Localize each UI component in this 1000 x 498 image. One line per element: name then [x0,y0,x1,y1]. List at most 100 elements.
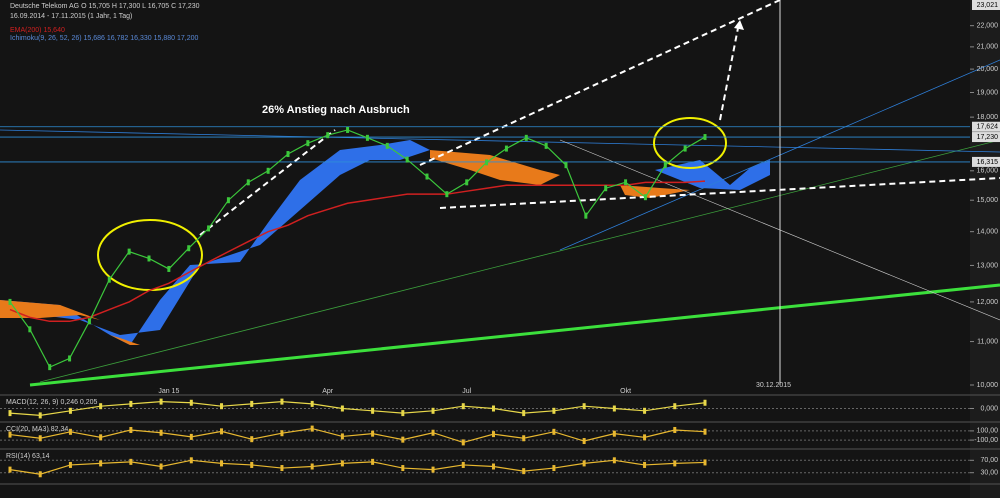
candle [643,461,647,468]
candle [129,400,133,407]
candle [461,461,465,468]
indicator-label: Ichimoku(9, 26, 52, 26) 15,686 16,782 16… [10,35,198,42]
candle [673,426,677,433]
candle [159,463,163,470]
candle [189,399,193,406]
y-tick-label: 70,00 [980,457,998,464]
candle [584,212,588,219]
candle [340,433,344,440]
candle [147,255,151,262]
candle [8,431,12,438]
y-tick-label: 30,00 [980,470,998,477]
candle [220,460,224,467]
x-tick-label: Apr [322,388,334,395]
candle [445,191,449,198]
candle [189,433,193,440]
level-label: 16,315 [977,159,999,166]
candle [8,298,12,305]
candle [306,140,310,147]
candle [405,156,409,163]
candle [582,438,586,445]
candle [250,461,254,468]
candle [8,410,12,417]
candle [371,430,375,437]
panel-title: CCI(20, MA3) 82,34 [6,426,68,433]
annotation: 26% Anstieg nach Ausbruch [262,104,410,116]
candle [544,142,548,149]
candle [643,194,647,201]
candle [220,403,224,410]
candle [401,410,405,417]
date-marker: 30.12.2015 [756,382,791,389]
candle [286,151,290,158]
candle [385,142,389,149]
candle [703,428,707,435]
candle [522,410,526,417]
candle [68,461,72,468]
candle [524,134,528,141]
candle [250,436,254,443]
candle [371,407,375,414]
series-line [9,459,706,475]
candle [491,463,495,470]
candle [401,465,405,472]
candle [48,364,52,371]
x-tick-label: Okt [620,388,631,395]
y-tick-label: 20,000 [977,66,999,73]
y-tick-label: -100,00 [974,437,998,444]
period: 16.09.2014 - 17.11.2015 (1 Jahr, 1 Tag) [10,13,132,20]
level-label: 17,624 [977,124,999,131]
y-tick-label: 21,000 [977,44,999,51]
panel-title: RSI(14) 63,14 [6,453,50,460]
candle [552,428,556,435]
trend-line [39,139,1000,383]
candle [365,134,369,141]
candle [552,407,556,414]
cloud-bear [430,150,560,185]
level-box [972,0,1000,10]
candle [504,145,508,152]
candle [612,457,616,464]
x-tick-label: Jul [462,388,471,395]
candle [310,400,314,407]
x-tick-label: Jan 15 [158,388,179,395]
legend-entry: EMA(200) 15,640 [10,27,65,34]
candle [280,398,284,405]
candle [604,185,608,192]
candle [99,434,103,441]
candle [431,466,435,473]
candle [340,460,344,467]
series-line [9,180,706,323]
y-tick-label: 100,00 [977,428,999,435]
cloud-bear [110,335,140,345]
candle [371,458,375,465]
candle [189,457,193,464]
candle [643,434,647,441]
candle [38,435,42,442]
candle [226,197,230,204]
cloud-bear [620,185,690,198]
level-label: 17,230 [977,134,999,141]
candle [552,465,556,472]
candle [522,468,526,475]
candle [522,435,526,442]
y-tick-label: 18,000 [977,114,999,121]
candle [187,245,191,252]
y-tick-label: 22,000 [977,23,999,30]
candle [129,426,133,433]
candle [310,425,314,432]
candle [207,225,211,232]
arrow [439,177,1000,209]
series-line [9,427,706,444]
candle [127,248,131,255]
candle [28,326,32,333]
candle [107,276,111,283]
series-line [9,400,706,417]
candle [491,431,495,438]
level-box [972,156,1000,167]
candle [246,179,250,186]
axis-strip [970,0,1000,498]
header: Deutsche Telekom AG O 15,705 H 17,300 L … [10,3,200,10]
